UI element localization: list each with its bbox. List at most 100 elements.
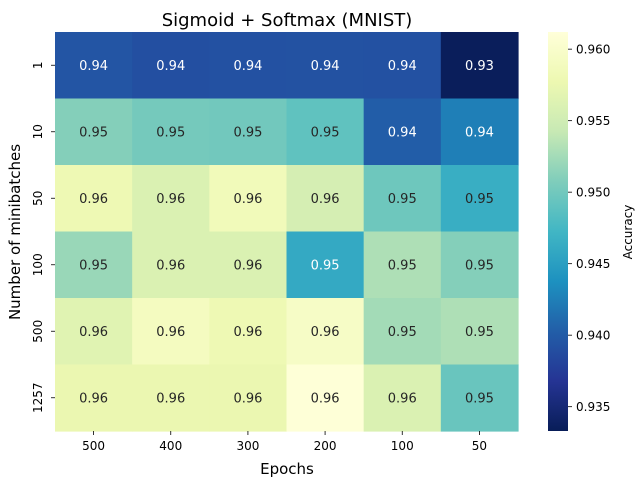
- heatmap-cell: [363, 165, 442, 233]
- heatmap-cell: [440, 32, 519, 100]
- heatmap-cell: [132, 231, 210, 299]
- heatmap-cell: [286, 298, 365, 366]
- colorbar-tick-label: 0.940: [576, 329, 610, 343]
- cell-annotation: 0.95: [465, 325, 494, 340]
- colorbar-tick-label: 0.960: [576, 43, 610, 57]
- heatmap-cell: [363, 32, 442, 100]
- heatmap-cell: [132, 364, 210, 432]
- cell-annotation: 0.94: [388, 59, 417, 74]
- x-tick-label: 500: [82, 439, 105, 453]
- heatmap-cell: [209, 165, 288, 233]
- cell-annotation: 0.95: [79, 258, 108, 273]
- x-tick-label: 100: [391, 439, 414, 453]
- y-axis-label: Number of minibatches: [6, 144, 24, 320]
- cell-annotation: 0.96: [233, 325, 262, 340]
- heatmap-cell: [55, 231, 133, 299]
- y-tick-label: 100: [31, 253, 45, 276]
- heatmap-cell: [440, 231, 519, 299]
- heatmap-cell: [132, 32, 210, 100]
- y-tick-label: 1: [31, 61, 45, 69]
- colorbar-tick-label: 0.945: [576, 257, 610, 271]
- heatmap-cell: [440, 98, 519, 166]
- cell-annotation: 0.96: [311, 391, 340, 406]
- cell-annotation: 0.96: [233, 391, 262, 406]
- cell-annotation: 0.93: [465, 59, 494, 74]
- heatmap-cell: [363, 298, 442, 366]
- y-tick-label: 1257: [31, 382, 45, 413]
- heatmap-cell: [440, 364, 519, 432]
- cell-annotation: 0.94: [79, 59, 108, 74]
- heatmap-cell: [209, 98, 288, 166]
- y-tick-label: 500: [31, 320, 45, 343]
- heatmap-cell: [55, 364, 133, 432]
- cell-annotation: 0.95: [388, 325, 417, 340]
- cell-annotation: 0.96: [156, 192, 185, 207]
- x-axis-label: Epochs: [260, 460, 314, 478]
- x-tick-label: 200: [314, 439, 337, 453]
- cell-annotation: 0.94: [311, 59, 340, 74]
- chart-title: Sigmoid + Softmax (MNIST): [162, 10, 413, 31]
- cell-annotation: 0.95: [388, 258, 417, 273]
- heatmap-cells: 0.94 0.94 0.94 0.94 0.94 0.93 0.95 0.95 0.95 0.95…: [55, 32, 519, 432]
- cell-annotation: 0.95: [311, 125, 340, 140]
- x-tick-label: 300: [236, 439, 259, 453]
- cell-annotation: 0.95: [465, 258, 494, 273]
- cell-annotation: 0.94: [388, 125, 417, 140]
- heatmap-cell: [209, 298, 288, 366]
- cell-annotation: 0.94: [233, 59, 262, 74]
- heatmap-cell: [209, 364, 288, 432]
- heatmap-cell: [209, 32, 288, 100]
- heatmap-cell: [440, 298, 519, 366]
- cell-annotation: 0.95: [311, 258, 340, 273]
- cell-annotation: 0.94: [156, 59, 185, 74]
- heatmap-cell: [132, 98, 210, 166]
- heatmap-cell: [55, 298, 133, 366]
- heatmap-cell: [209, 231, 288, 299]
- heatmap-cell: [286, 364, 365, 432]
- heatmap-cell: [363, 231, 442, 299]
- heatmap-cell: [286, 165, 365, 233]
- cell-annotation: 0.95: [465, 192, 494, 207]
- colorbar-tick-label: 0.950: [576, 186, 610, 200]
- heatmap-cell: [286, 98, 365, 166]
- heatmap-cell: [363, 98, 442, 166]
- cell-annotation: 0.96: [311, 325, 340, 340]
- cell-annotation: 0.96: [233, 192, 262, 207]
- cell-annotation: 0.95: [79, 125, 108, 140]
- heatmap-cell: [286, 32, 365, 100]
- colorbar-tick-label: 0.955: [576, 114, 610, 128]
- cell-annotation: 0.96: [79, 192, 108, 207]
- colorbar-tick-label: 0.935: [576, 400, 610, 414]
- colorbar-ticks: 0.935 0.940 0.945 0.950 0.955 0.960: [568, 43, 610, 414]
- y-tick-label: 10: [31, 124, 45, 139]
- cell-annotation: 0.94: [465, 125, 494, 140]
- cell-annotation: 0.96: [233, 258, 262, 273]
- cell-annotation: 0.96: [79, 325, 108, 340]
- cell-annotation: 0.96: [388, 391, 417, 406]
- cell-annotation: 0.96: [311, 192, 340, 207]
- cell-annotation: 0.95: [388, 192, 417, 207]
- cell-annotation: 0.96: [156, 391, 185, 406]
- y-axis: 1 10 50 100 500 1257: [31, 61, 55, 413]
- colorbar: [548, 32, 568, 431]
- x-axis: 500 400 300 200 100 50: [82, 431, 487, 453]
- heatmap-cell: [132, 165, 210, 233]
- x-tick-label: 400: [159, 439, 182, 453]
- heatmap-cell: [55, 32, 133, 100]
- heatmap-cell: [440, 165, 519, 233]
- heatmap-cell: [286, 231, 365, 299]
- x-tick-label: 50: [472, 439, 487, 453]
- cell-annotation: 0.95: [233, 125, 262, 140]
- heatmap-cell: [363, 364, 442, 432]
- y-tick-label: 50: [31, 191, 45, 206]
- heatmap-cell: [132, 298, 210, 366]
- cell-annotation: 0.95: [156, 125, 185, 140]
- heatmap-cell: [55, 98, 133, 166]
- cell-annotation: 0.95: [465, 391, 494, 406]
- heatmap-cell: [55, 165, 133, 233]
- cell-annotation: 0.96: [156, 325, 185, 340]
- colorbar-label: Accuracy: [621, 205, 635, 260]
- cell-annotation: 0.96: [79, 391, 108, 406]
- cell-annotation: 0.96: [156, 258, 185, 273]
